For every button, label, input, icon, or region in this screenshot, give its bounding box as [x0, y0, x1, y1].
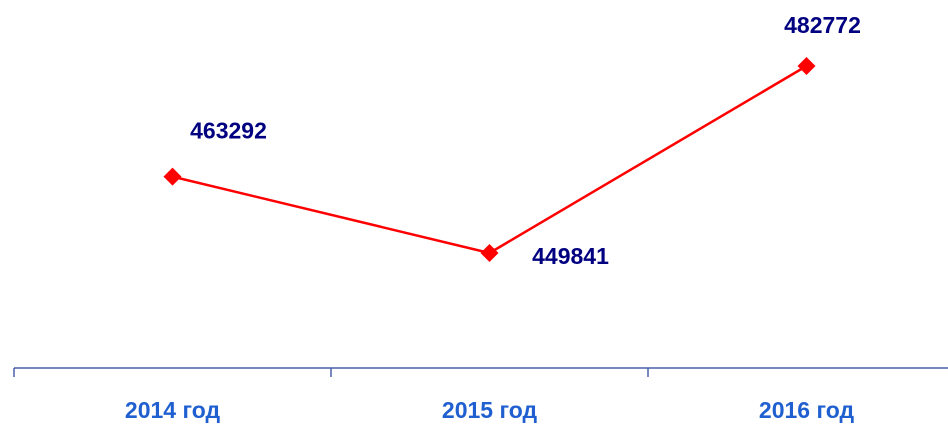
- data-point: [797, 57, 816, 75]
- data-line: [172, 64, 808, 255]
- data-label: 463292: [190, 118, 267, 144]
- data-point: [480, 244, 499, 262]
- x-tick-label: 2015 год: [442, 397, 538, 423]
- x-tick-label: 2014 год: [125, 397, 221, 423]
- data-label: 482772: [784, 12, 861, 38]
- data-point: [163, 167, 182, 186]
- x-tick-label: 2016 год: [759, 397, 855, 423]
- data-label: 449841: [532, 243, 609, 269]
